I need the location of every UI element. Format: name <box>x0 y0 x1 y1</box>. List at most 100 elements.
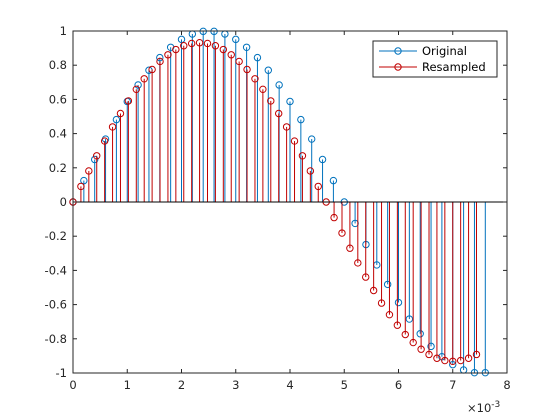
original-marker <box>232 35 240 44</box>
y-tick-label: -0.6 <box>45 298 67 312</box>
resampled-marker <box>195 39 204 47</box>
x-tick-label: 4 <box>286 378 293 392</box>
resampled-marker <box>433 354 441 362</box>
original-marker <box>286 97 294 106</box>
resampled-marker <box>306 167 315 175</box>
x-tick-label: 2 <box>178 378 185 392</box>
stems-layer <box>69 27 489 377</box>
original-marker <box>80 176 88 185</box>
resampled-marker <box>108 123 117 131</box>
x-tick-label: 6 <box>395 378 402 392</box>
resampled-marker <box>417 345 425 353</box>
resampled-marker <box>100 137 109 145</box>
x-tick-label: 3 <box>232 378 239 392</box>
resampled-marker <box>172 45 180 54</box>
resampled-marker <box>362 273 370 281</box>
resampled-marker <box>314 182 322 191</box>
legend-marker <box>394 47 402 55</box>
y-tick-label: 0.2 <box>49 161 67 175</box>
x-tick-label: 5 <box>341 378 348 392</box>
resampled-marker <box>449 357 457 365</box>
y-tick-label: -0.4 <box>45 263 67 277</box>
original-marker <box>253 53 262 62</box>
resampled-marker <box>259 85 267 94</box>
resampled-marker <box>441 356 449 365</box>
original-marker <box>275 81 283 89</box>
resampled-marker <box>274 109 283 118</box>
original-marker <box>177 35 186 44</box>
resampled-marker <box>203 39 212 48</box>
original-marker <box>297 115 305 124</box>
resampled-marker <box>456 356 465 365</box>
resampled-marker <box>251 75 259 83</box>
resampled-marker <box>330 213 338 222</box>
resampled-marker <box>211 42 220 50</box>
x-tick-label: 8 <box>503 378 510 392</box>
resampled-marker <box>354 259 362 267</box>
resampled-marker <box>290 137 299 145</box>
legend-label: Original <box>422 44 467 58</box>
legend-marker <box>394 63 402 71</box>
y-tick-label: 0 <box>60 195 67 209</box>
original-marker <box>91 155 99 164</box>
resampled-marker <box>464 354 473 362</box>
legend-label: Resampled <box>422 60 486 74</box>
x-exponent-base: ×10 <box>467 401 491 415</box>
resampled-series <box>69 39 481 365</box>
resampled-marker <box>148 65 156 74</box>
x-exponent-power: -3 <box>491 400 500 410</box>
resampled-marker <box>282 123 291 131</box>
original-marker <box>242 43 251 51</box>
resampled-marker <box>156 57 164 66</box>
x-tick-label: 1 <box>124 378 131 392</box>
resampled-marker <box>338 229 346 237</box>
original-marker <box>329 176 338 185</box>
legend: Original Resampled <box>372 40 498 78</box>
resampled-marker <box>219 45 228 54</box>
original-marker <box>156 53 164 62</box>
original-marker <box>308 135 316 143</box>
original-marker <box>416 330 424 338</box>
resampled-marker <box>140 75 148 83</box>
original-marker <box>264 66 272 74</box>
original-marker <box>383 280 392 289</box>
original-marker <box>449 360 457 369</box>
resampled-marker <box>267 97 275 105</box>
resampled-marker <box>235 57 243 66</box>
original-marker <box>318 155 327 164</box>
resampled-marker <box>116 109 125 118</box>
y-tick-label: 0.6 <box>49 92 67 106</box>
y-tick-label: 0.4 <box>49 127 67 141</box>
resampled-marker <box>472 350 481 359</box>
ticks-layer: 0 1 2 3 4 5 6 7 8 -1 -0.8 -0.6 -0.4 -0.2 0 0.2 0.4 0.6 0.8… <box>45 24 511 392</box>
resampled-marker <box>124 97 133 105</box>
y-tick-label: 0.8 <box>49 58 67 72</box>
original-marker <box>405 315 414 323</box>
legend-entry-resampled: Resampled <box>379 60 486 74</box>
resampled-marker <box>132 85 140 94</box>
resampled-marker <box>298 152 307 160</box>
x-exponent-label: ×10-3 <box>467 400 500 415</box>
resampled-marker <box>85 167 93 175</box>
legend-box <box>372 40 498 78</box>
y-tick-label: -1 <box>56 366 67 380</box>
original-marker <box>427 342 435 351</box>
y-tick-label: -0.8 <box>45 332 67 346</box>
x-tick-label: 0 <box>69 378 76 392</box>
resampled-marker <box>393 321 402 329</box>
resampled-marker <box>180 42 188 50</box>
original-marker <box>394 298 403 307</box>
original-marker <box>134 81 142 89</box>
resampled-marker <box>385 310 394 319</box>
resampled-marker <box>93 152 101 160</box>
original-marker <box>112 115 121 124</box>
y-tick-label: 1 <box>60 24 67 38</box>
legend-entry-original: Original <box>379 44 467 58</box>
resampled-marker <box>187 39 196 48</box>
resampled-marker <box>346 244 354 252</box>
y-tick-label: -0.2 <box>45 229 67 243</box>
x-tick-label: 7 <box>449 378 456 392</box>
resampled-marker <box>227 51 235 59</box>
resampled-marker <box>77 182 85 191</box>
